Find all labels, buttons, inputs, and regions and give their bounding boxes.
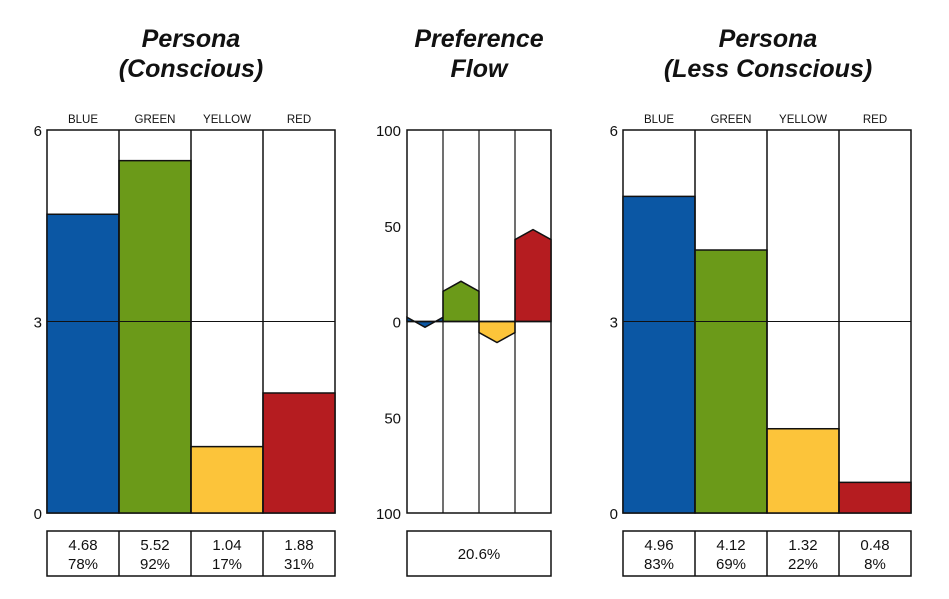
y-tick-label-flow: 50 <box>384 410 401 427</box>
data-label-percent-conscious-red: 31% <box>284 556 314 573</box>
category-label-less-conscious-blue: BLUE <box>644 114 674 126</box>
bar-conscious-blue <box>46 213 120 514</box>
title-preference-flow: Preference Flow <box>379 24 579 84</box>
y-tick-label-conscious: 6 <box>34 123 42 140</box>
title-conscious: Persona (Conscious) <box>47 24 335 84</box>
category-label-less-conscious-yellow: YELLOW <box>779 114 827 126</box>
data-label-percent-conscious-green: 92% <box>140 556 170 573</box>
data-label-percent-less-conscious-yellow: 22% <box>788 556 818 573</box>
bar-conscious-green <box>118 159 192 514</box>
data-label-value-conscious-green: 5.52 <box>140 537 169 554</box>
summary-value-flow: 20.6% <box>458 546 501 563</box>
bar-less-conscious-yellow <box>766 427 840 514</box>
category-label-less-conscious-green: GREEN <box>711 114 752 126</box>
data-label-value-conscious-blue: 4.68 <box>68 537 97 554</box>
title-preference-line1: Preference <box>414 25 544 53</box>
title-less-conscious-line2: (Less Conscious) <box>663 55 873 83</box>
y-tick-label-flow: 50 <box>384 219 401 236</box>
bar-less-conscious-red <box>838 481 912 514</box>
category-label-conscious-blue: BLUE <box>68 114 98 126</box>
category-label-conscious-red: RED <box>287 114 311 126</box>
title-less-conscious: Persona (Less Conscious) <box>620 24 916 84</box>
y-tick-label-conscious: 0 <box>34 506 42 523</box>
bar-less-conscious-green <box>694 249 768 514</box>
y-tick-label-conscious: 3 <box>34 315 42 332</box>
bar-flow-red <box>514 228 552 323</box>
data-label-value-less-conscious-green: 4.12 <box>716 537 745 554</box>
data-label-percent-less-conscious-blue: 83% <box>644 556 674 573</box>
title-conscious-line1: Persona <box>141 25 241 53</box>
data-label-value-less-conscious-red: 0.48 <box>860 537 889 554</box>
title-preference-line2: Flow <box>450 55 508 83</box>
data-label-value-less-conscious-yellow: 1.32 <box>788 537 817 554</box>
category-label-conscious-yellow: YELLOW <box>203 114 251 126</box>
bar-less-conscious-blue <box>622 195 696 514</box>
data-label-value-conscious-red: 1.88 <box>284 537 313 554</box>
data-label-percent-conscious-yellow: 17% <box>212 556 242 573</box>
y-tick-label-flow: 100 <box>376 123 401 140</box>
bar-conscious-yellow <box>190 445 264 514</box>
data-label-value-conscious-yellow: 1.04 <box>212 537 241 554</box>
title-less-conscious-line1: Persona <box>718 25 818 53</box>
data-label-value-less-conscious-blue: 4.96 <box>644 537 673 554</box>
title-conscious-line2: (Conscious) <box>118 55 264 83</box>
category-label-less-conscious-red: RED <box>863 114 887 126</box>
y-tick-label-less-conscious: 0 <box>610 506 618 523</box>
summary-box-flow <box>406 530 552 577</box>
data-label-percent-less-conscious-green: 69% <box>716 556 746 573</box>
y-tick-label-flow: 100 <box>376 506 401 523</box>
y-tick-label-less-conscious: 6 <box>610 123 618 140</box>
category-label-conscious-green: GREEN <box>135 114 176 126</box>
y-tick-label-less-conscious: 3 <box>610 315 618 332</box>
data-label-percent-less-conscious-red: 8% <box>864 556 886 573</box>
data-label-percent-conscious-blue: 78% <box>68 556 98 573</box>
y-tick-label-flow: 0 <box>393 315 401 332</box>
bar-conscious-red <box>262 392 336 514</box>
